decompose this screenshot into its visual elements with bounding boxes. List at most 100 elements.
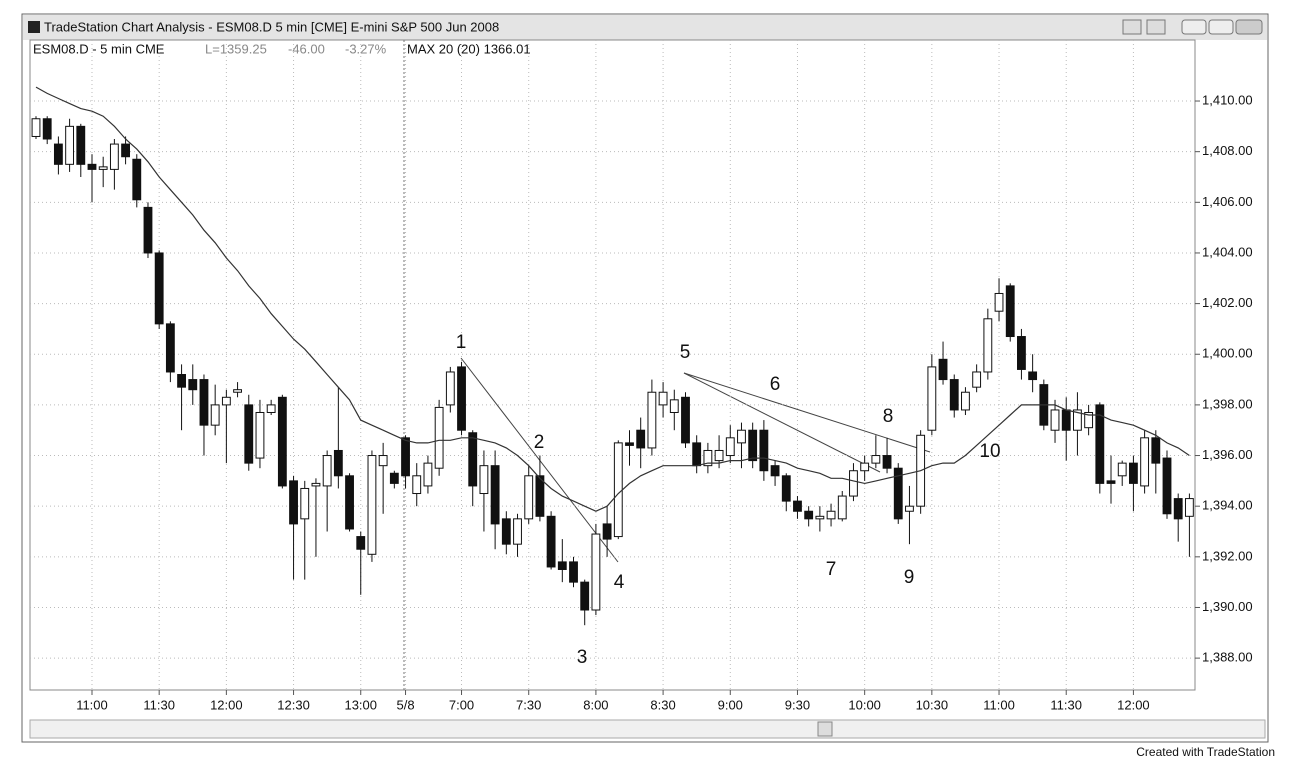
x-tick-label: 7:30 (516, 697, 541, 712)
candle-body (322, 455, 332, 487)
candle-body (31, 118, 41, 137)
candle-body (882, 455, 892, 469)
candle-body (457, 366, 466, 431)
candle-body (748, 429, 758, 462)
maximize-button[interactable] (1208, 19, 1234, 35)
annotation: 1 (456, 332, 467, 353)
candle-body (1028, 371, 1038, 381)
y-tick-label: 1,394.00 (1202, 498, 1253, 513)
candle-body (591, 533, 601, 611)
candle-body (333, 449, 343, 477)
trendline (683, 372, 881, 473)
candle-body (759, 429, 769, 472)
candle-body (188, 379, 198, 391)
annotation: 2 (534, 432, 545, 453)
x-tick-label: 11:30 (1050, 697, 1082, 712)
y-tick-label: 1,398.00 (1202, 396, 1253, 411)
candle-body (401, 437, 410, 477)
candle-body (815, 515, 825, 520)
candle-body (681, 396, 690, 444)
annotation: 10 (979, 441, 1000, 462)
candle-body (569, 561, 578, 583)
x-tick-label: 10:30 (916, 697, 949, 712)
candle-body (905, 505, 914, 512)
candle-body (479, 465, 489, 495)
x-tick-label: 8:00 (583, 697, 608, 712)
candle-body (1106, 480, 1116, 484)
candle-body (557, 561, 567, 570)
candle-body (76, 125, 86, 165)
candle-body (849, 470, 858, 497)
annotation: 3 (577, 647, 588, 668)
symbol-button[interactable] (1122, 19, 1142, 35)
candle-body (546, 515, 556, 568)
candle-body (445, 371, 455, 406)
y-tick-label: 1,388.00 (1202, 650, 1253, 665)
minimize-button[interactable] (1181, 19, 1207, 35)
y-tick-label: 1,392.00 (1202, 548, 1253, 563)
candle-body (703, 449, 713, 467)
candle-body (804, 510, 814, 520)
view-button[interactable] (1146, 19, 1166, 35)
candle-body (1140, 437, 1150, 487)
x-tick-label: 13:00 (344, 697, 377, 712)
candle-body (893, 467, 903, 520)
candle-body (490, 465, 500, 525)
percent-change: -3.27% (345, 41, 387, 56)
candle-body (658, 391, 668, 406)
y-tick-label: 1,402.00 (1202, 295, 1253, 310)
candle-body (143, 206, 153, 254)
candle-body (602, 523, 612, 540)
trendline (683, 372, 931, 453)
x-tick-label: 8:30 (650, 697, 675, 712)
candle-body (121, 143, 131, 158)
candle-body (53, 143, 63, 165)
candle-body (1095, 404, 1105, 484)
annotation: 9 (904, 567, 915, 588)
candle-body (647, 391, 657, 449)
candle-body (826, 510, 836, 520)
y-tick-label: 1,400.00 (1202, 346, 1253, 361)
candle-body (1128, 462, 1138, 484)
candle-body (389, 472, 399, 484)
y-tick-label: 1,396.00 (1202, 447, 1253, 462)
candle-body (636, 429, 646, 449)
x-tick-label: 12:30 (277, 697, 310, 712)
candle-body (938, 358, 948, 381)
candle-body (770, 465, 780, 477)
candle-body (356, 536, 366, 550)
x-tick-label: 9:00 (718, 697, 743, 712)
candle-body (221, 396, 231, 406)
close-button[interactable] (1235, 19, 1263, 35)
candle-body (961, 391, 970, 411)
candle-body (1173, 498, 1183, 520)
scroll-thumb[interactable] (817, 721, 833, 737)
candle-body (725, 437, 735, 457)
candle-body (927, 366, 937, 431)
candle-body (793, 500, 802, 512)
candle-body (994, 292, 1004, 312)
candle-body (289, 480, 298, 525)
candle-body (1005, 285, 1015, 338)
symbol: ESM08.D - 5 min CME (33, 41, 165, 56)
candle-body (412, 475, 422, 495)
candle-body (210, 404, 220, 426)
last-price: L=1359.25 (205, 41, 267, 56)
candle-body (311, 482, 321, 487)
scrollbar[interactable] (29, 719, 1266, 739)
moving-average (35, 86, 1190, 512)
candle-body (837, 495, 847, 520)
y-tick-label: 1,406.00 (1202, 194, 1253, 209)
candle-body (367, 455, 377, 555)
candle-body (535, 475, 545, 517)
candle-body (1050, 409, 1060, 431)
annotation: 4 (614, 572, 625, 593)
candle-body (165, 323, 175, 373)
candle-body (871, 455, 881, 464)
x-tick-label: 9:30 (785, 697, 810, 712)
candle-body (87, 163, 97, 170)
candle-body (513, 518, 522, 545)
candle-body (300, 487, 310, 520)
candle-body (714, 449, 724, 462)
plot-frame (29, 39, 1196, 691)
